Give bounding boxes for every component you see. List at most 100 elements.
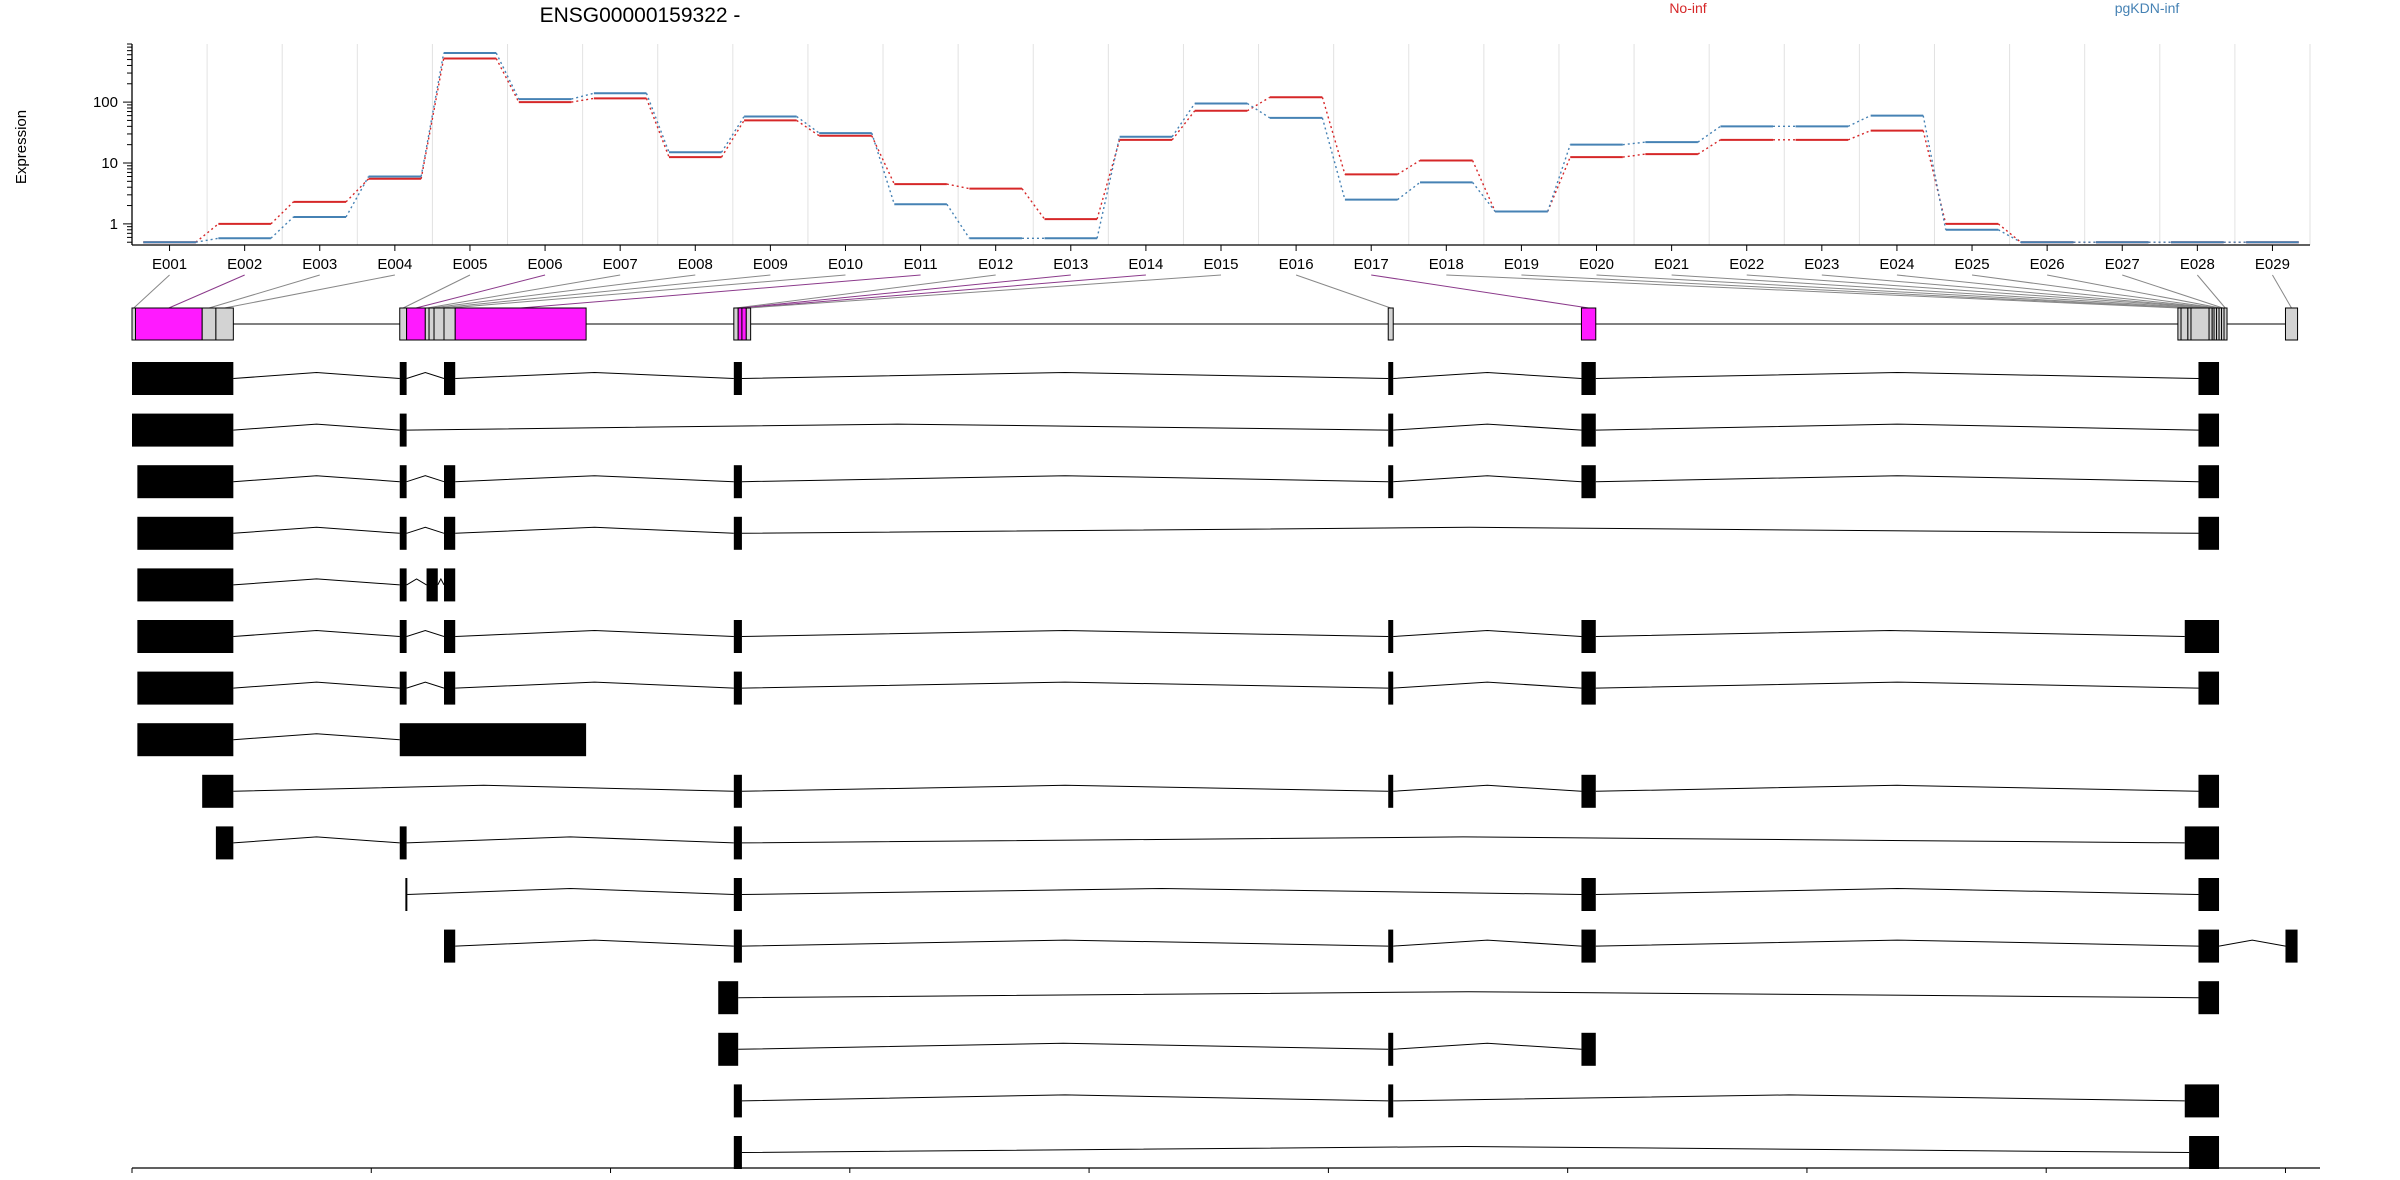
transcript-exon — [1581, 620, 1596, 653]
transcript-exon — [1388, 671, 1394, 705]
bin-label: E026 — [2030, 256, 2065, 273]
bin-label: E014 — [1128, 256, 1163, 273]
intron — [741, 475, 1389, 483]
intron — [1393, 475, 1582, 483]
bin-connector — [520, 274, 921, 309]
exon-bin-e028 — [2223, 307, 2228, 341]
intron — [455, 629, 734, 637]
transcript-exon — [2198, 465, 2220, 499]
intron — [406, 836, 734, 844]
intron — [455, 526, 734, 534]
series-connector — [1847, 114, 1871, 127]
bin-label: E008 — [678, 256, 713, 273]
transcript-exon — [2198, 362, 2220, 395]
exon-bin-e019 — [2180, 307, 2189, 341]
gene-model — [131, 307, 2299, 341]
genomic-tick-label: 72751294 — [99, 1177, 166, 1180]
exon-bin-e011 — [454, 307, 587, 341]
transcript-exon — [1581, 362, 1596, 395]
transcript-exon — [444, 516, 456, 550]
bin-label: E016 — [1279, 256, 1314, 273]
exon-bin-e017 — [1580, 307, 1597, 341]
transcript-exon — [137, 723, 234, 757]
intron — [1595, 629, 2185, 637]
transcript-exon — [132, 413, 234, 447]
bin-connector — [1295, 274, 1391, 309]
bin-connector — [427, 274, 621, 309]
series-connector — [946, 183, 970, 190]
bin-connector — [744, 274, 1146, 309]
intron — [741, 681, 1389, 689]
bin-label: E013 — [1053, 256, 1088, 273]
bin-connector — [1371, 274, 1589, 309]
intron — [1595, 681, 2199, 689]
transcript-exon — [444, 465, 456, 499]
series-connector — [1847, 129, 1871, 141]
exon-bin-e015 — [745, 307, 752, 341]
transcript-exon — [405, 878, 408, 911]
series-connector — [1096, 136, 1121, 239]
exon-bin-e021 — [2190, 307, 2210, 341]
intron — [1393, 681, 1582, 689]
transcript-row — [137, 568, 456, 602]
series-connector — [1471, 160, 1496, 212]
y-tick-label: 100 — [93, 94, 118, 111]
series-connector — [495, 52, 520, 100]
series-pgkdn-inf — [143, 52, 2299, 244]
exon-bin-axis: E001 E002 E003 E004 E005 E006 E007 E008 E009 E010… — [132, 244, 2310, 273]
transcript-exon — [1388, 929, 1394, 963]
bin-connector — [431, 274, 696, 309]
exon-bin-e006 — [406, 307, 426, 341]
y-tick-label: 1 — [110, 216, 118, 233]
bin-label: E022 — [1729, 256, 1764, 273]
genomic-tick-label: 72755133 — [338, 1177, 405, 1180]
transcript-row — [137, 671, 2220, 705]
transcript-row — [215, 826, 2220, 860]
exon-bin-e007 — [424, 307, 430, 341]
intron — [1393, 629, 1582, 637]
bin-label: E023 — [1804, 256, 1839, 273]
transcript-exon — [399, 620, 407, 653]
series-connector — [420, 52, 445, 177]
transcript-exon — [2198, 981, 2220, 1015]
transcript-exon — [2189, 1136, 2220, 1169]
transcript-exon — [426, 568, 438, 602]
transcript-exon — [733, 516, 742, 550]
series-connector — [1622, 153, 1646, 158]
y-axis: 1 10 100 — [93, 43, 133, 245]
transcript-exon — [1388, 413, 1394, 447]
bin-connector — [2122, 274, 2223, 309]
intron — [738, 991, 2199, 999]
exon-bin-e008 — [428, 307, 435, 341]
series-connector — [345, 178, 370, 203]
transcript-exon — [2198, 878, 2220, 911]
intron — [406, 423, 1389, 431]
bin-connector — [2272, 274, 2292, 309]
bin-label: E015 — [1203, 256, 1238, 273]
transcript-row — [733, 1084, 2220, 1118]
transcript-exon — [137, 620, 234, 653]
series-connector — [1321, 97, 1346, 175]
transcript-row — [132, 362, 2220, 395]
transcript-exon — [1581, 774, 1596, 808]
transcript-row — [718, 1032, 1596, 1066]
transcript-exon — [1581, 413, 1596, 447]
exon-bin-e003 — [201, 307, 217, 341]
transcript-row — [137, 516, 2220, 550]
transcript-exon — [733, 826, 742, 860]
transcript-exon — [733, 929, 742, 963]
intron — [1595, 939, 2199, 947]
transcript-row — [405, 878, 2220, 911]
intron — [406, 526, 445, 534]
transcript-exon — [733, 1084, 742, 1118]
transcript-exon — [1581, 878, 1596, 911]
exon-bin-e014 — [741, 307, 747, 341]
transcript-exon — [399, 723, 587, 757]
transcript-exon — [1581, 929, 1596, 963]
exon-bin-e013 — [737, 307, 743, 341]
transcript-exon — [2198, 774, 2220, 808]
transcript-exon — [1388, 620, 1394, 653]
bin-label: E010 — [828, 256, 863, 273]
bin-label: E005 — [452, 256, 487, 273]
